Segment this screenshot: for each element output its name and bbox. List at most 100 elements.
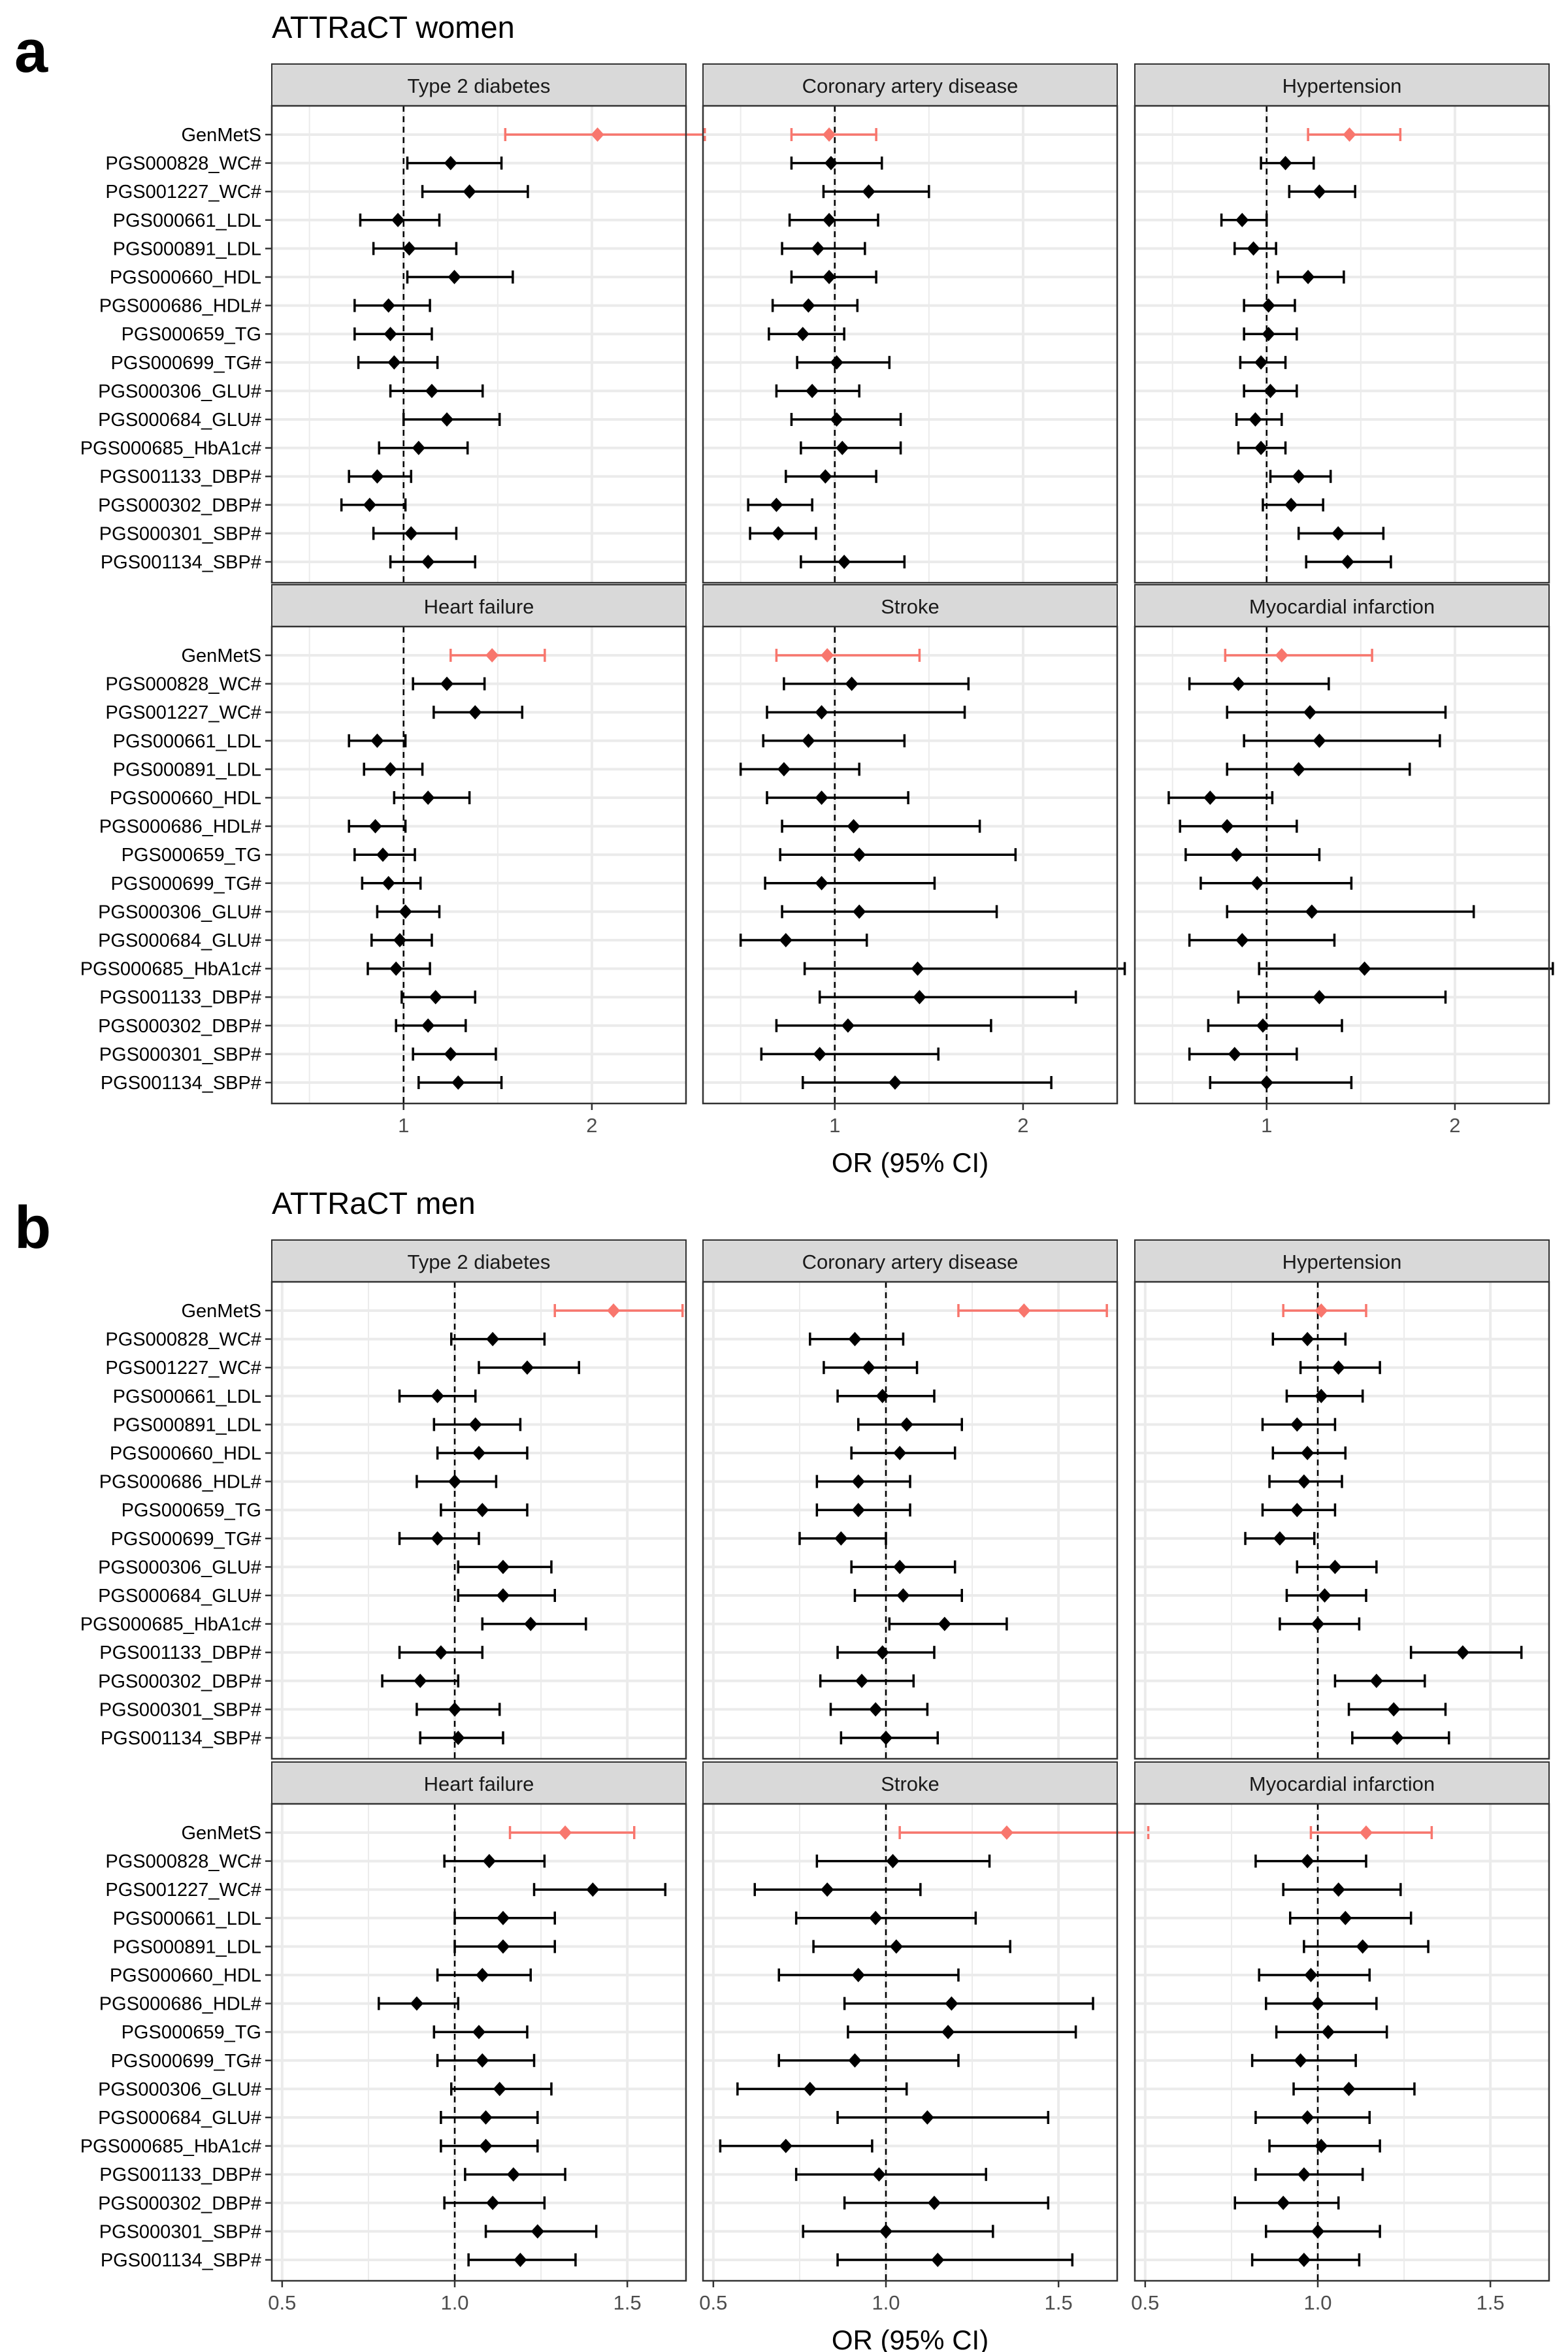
point-estimate: [1358, 961, 1371, 976]
point-estimate: [851, 1503, 865, 1518]
point-estimate: [927, 2195, 941, 2210]
point-estimate: [448, 1702, 462, 1717]
point-estimate: [384, 762, 397, 777]
point-estimate: [468, 705, 482, 720]
point-estimate: [1311, 2224, 1325, 2239]
point-estimate: [1292, 762, 1305, 777]
point-estimate: [830, 412, 843, 427]
point-estimate: [777, 762, 791, 777]
point-estimate: [1303, 705, 1317, 720]
y-tick-label: PGS000684_GLU#: [98, 2108, 261, 2129]
point-estimate: [1262, 327, 1275, 342]
point-estimate: [779, 2138, 792, 2153]
point-estimate: [1254, 355, 1268, 370]
point-estimate: [911, 961, 924, 976]
point-estimate: [421, 555, 435, 569]
facet-type-2-diabetes-b: Type 2 diabetes GenMetS PGS000828_WC# PGS00…: [80, 1239, 687, 1760]
y-tick-label: PGS000302_DBP#: [98, 1016, 261, 1037]
point-estimate: [586, 1882, 600, 1897]
facet-strip: [1134, 63, 1550, 106]
x-tick-label: 2: [1449, 1114, 1460, 1137]
y-tick-label: PGS000661_LDL: [113, 210, 261, 231]
y-tick-label: PGS000301_SBP#: [99, 1699, 261, 1720]
y-tick-label: PGS001134_SBP#: [101, 552, 261, 573]
point-estimate: [434, 1645, 448, 1660]
point-estimate: [451, 1731, 465, 1745]
point-estimate: [1235, 212, 1249, 227]
point-estimate: [496, 1560, 510, 1575]
y-tick-label: PGS000685_HbA1c#: [80, 1614, 261, 1635]
y-tick-label: PGS001133_DBP#: [99, 987, 261, 1008]
point-estimate: [520, 1360, 534, 1375]
facet-strip: [702, 63, 1118, 106]
panel-title-a: ATTRaCT women: [272, 10, 515, 44]
facet-heart-failure-b: Heart failure GenMetS PGS000828_WC# PGS0012…: [80, 1761, 687, 2314]
point-estimate: [872, 2167, 886, 2182]
y-tick-label: PGS001227_WC#: [105, 182, 261, 203]
point-estimate: [479, 2138, 493, 2153]
point-estimate: [875, 1388, 889, 1403]
point-estimate: [429, 990, 442, 1005]
facet-label: Type 2 diabetes: [408, 74, 551, 97]
point-estimate: [1342, 2082, 1356, 2097]
point-estimate: [370, 733, 384, 748]
point-estimate: [1235, 933, 1249, 947]
point-estimate: [796, 327, 809, 342]
point-estimate: [440, 412, 454, 427]
point-estimate: [1264, 384, 1277, 399]
point-estimate: [410, 1996, 423, 2011]
y-tick-label: PGS000301_SBP#: [99, 1044, 261, 1065]
point-estimate: [836, 440, 849, 455]
point-estimate: [531, 2224, 544, 2239]
point-estimate: [1387, 1702, 1401, 1717]
y-tick-label: PGS000659_TG: [122, 1500, 261, 1521]
y-tick-label: PGS000302_DBP#: [98, 1671, 261, 1692]
y-tick-label: PGS001227_WC#: [105, 1880, 261, 1901]
point-estimate: [1341, 555, 1354, 569]
point-estimate: [1343, 127, 1356, 142]
y-tick-label: PGS000306_GLU#: [98, 1557, 261, 1578]
point-estimate: [779, 933, 792, 947]
point-estimate: [1260, 1075, 1273, 1090]
point-estimate: [1249, 412, 1262, 427]
point-estimate: [845, 676, 858, 691]
point-estimate: [813, 1047, 826, 1062]
point-estimate: [1284, 497, 1298, 512]
x-tick-label: 2: [586, 1114, 597, 1137]
panel-border: [1134, 625, 1550, 1105]
point-estimate: [559, 1825, 572, 1840]
point-estimate: [1297, 1474, 1311, 1489]
point-estimate: [402, 241, 416, 256]
point-estimate: [1313, 184, 1326, 199]
point-estimate: [384, 327, 397, 342]
point-estimate: [1250, 875, 1264, 890]
facet-myocardial-infarction-a: Myocardial infarction 1 2: [1134, 584, 1554, 1137]
point-estimate: [1203, 791, 1217, 805]
facet-label: Heart failure: [424, 595, 534, 618]
point-estimate: [524, 1616, 538, 1631]
panel-border: [702, 1281, 1119, 1760]
point-estimate: [479, 2110, 493, 2125]
x-tick-label: 1.5: [1477, 2291, 1505, 2314]
point-estimate: [607, 1303, 621, 1318]
y-tick-label: PGS000661_LDL: [113, 731, 261, 752]
point-estimate: [404, 526, 418, 541]
point-estimate: [363, 497, 376, 512]
y-tick-label: PGS000891_LDL: [113, 1936, 261, 1957]
point-estimate: [802, 733, 815, 748]
point-estimate: [815, 791, 828, 805]
y-tick-label: PGS001134_SBP#: [101, 1073, 261, 1094]
y-tick-label: PGS000660_HDL: [110, 267, 261, 288]
point-estimate: [802, 298, 815, 313]
y-tick-label: PGS001134_SBP#: [101, 1728, 261, 1749]
facet-strip: [1134, 1761, 1550, 1805]
point-estimate: [1277, 2195, 1290, 2210]
point-estimate: [1247, 241, 1260, 256]
point-estimate: [848, 2053, 862, 2068]
point-estimate: [1017, 1303, 1031, 1318]
panel-border: [1134, 1281, 1550, 1760]
point-estimate: [815, 705, 828, 720]
facet-stroke-b: Stroke 0.5 1.0 1.5: [699, 1761, 1150, 2314]
point-estimate: [938, 1616, 951, 1631]
point-estimate: [1456, 1645, 1469, 1660]
